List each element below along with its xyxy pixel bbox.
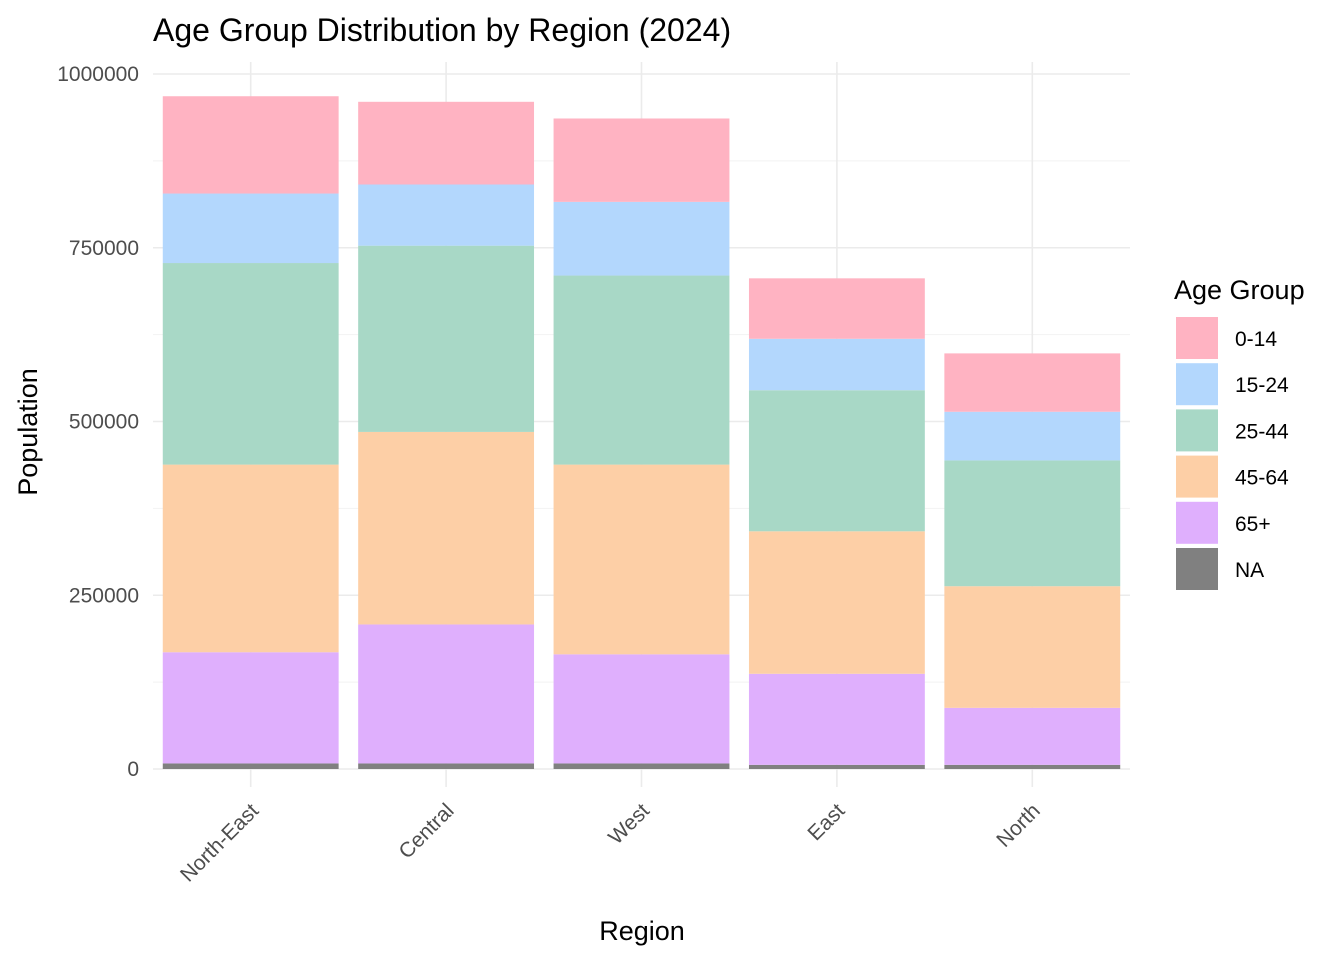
x-tick-label: East <box>803 799 849 845</box>
x-tick-label: West <box>604 799 654 849</box>
bar-segment-north-25-44 <box>944 460 1121 587</box>
bar-segment-east-0-14 <box>748 278 925 339</box>
legend-key-na <box>1176 548 1218 590</box>
bar-segment-west-45-64 <box>553 464 730 655</box>
y-axis: 0 250000 500000 750000 1000000 <box>57 63 139 781</box>
legend-label-0-14: 0-14 <box>1235 328 1277 351</box>
bar-segment-east-25-44 <box>748 390 925 532</box>
bar-segment-north-0-14 <box>944 353 1121 412</box>
bars <box>162 96 1121 769</box>
bar-segment-east-45-64 <box>748 531 925 674</box>
legend-title: Age Group <box>1174 275 1305 305</box>
x-tick-label: North <box>992 799 1045 852</box>
y-tick-label: 1000000 <box>57 63 139 86</box>
bar-segment-central-0-14 <box>358 101 535 185</box>
legend-key-65+ <box>1176 501 1218 544</box>
bar-segment-central-25-44 <box>358 245 535 432</box>
bar-segment-central-15-24 <box>358 184 535 246</box>
bar-segment-central-45-64 <box>358 431 535 625</box>
legend-label-25-44: 25-44 <box>1235 420 1289 443</box>
legend: Age Group 0-14 15-24 25-44 45-64 65+ NA <box>1174 275 1305 590</box>
bar-segment-central-na <box>358 763 535 769</box>
legend-label-na: NA <box>1235 559 1264 582</box>
legend-key-0-14 <box>1176 317 1218 359</box>
y-axis-title: Population <box>13 368 43 496</box>
x-axis: North-East Central West East North <box>176 799 1045 886</box>
bar-segment-north-65+ <box>944 707 1121 765</box>
bar-segment-west-15-24 <box>553 201 730 276</box>
legend-key-45-64 <box>1176 455 1218 498</box>
bar-segment-north-east-0-14 <box>162 96 339 194</box>
bar-segment-west-na <box>553 763 730 769</box>
legend-key-15-24 <box>1176 363 1218 406</box>
bar-segment-north-na <box>944 764 1121 769</box>
bar-segment-north-15-24 <box>944 411 1121 461</box>
y-tick-label: 250000 <box>69 584 139 607</box>
bar-segment-east-65+ <box>748 673 925 765</box>
bar-segment-north-east-25-44 <box>162 263 339 465</box>
bar-segment-central-65+ <box>358 624 535 764</box>
y-tick-label: 0 <box>127 758 139 781</box>
bar-segment-north-45-64 <box>944 586 1121 708</box>
x-tick-label: Central <box>394 799 458 863</box>
y-tick-label: 750000 <box>69 237 139 260</box>
y-tick-label: 500000 <box>69 411 139 434</box>
x-axis-title: Region <box>599 916 685 946</box>
bar-segment-west-65+ <box>553 654 730 764</box>
bar-segment-north-east-na <box>162 763 339 769</box>
bar-segment-east-na <box>748 764 925 769</box>
bar-segment-west-0-14 <box>553 118 730 202</box>
legend-label-65+: 65+ <box>1235 513 1271 536</box>
bar-segment-north-east-15-24 <box>162 193 339 264</box>
legend-key-25-44 <box>1176 409 1218 452</box>
bar-segment-north-east-45-64 <box>162 464 339 653</box>
chart-title: Age Group Distribution by Region (2024) <box>153 12 731 48</box>
x-tick-label: North-East <box>176 799 263 886</box>
legend-label-15-24: 15-24 <box>1235 374 1289 397</box>
bar-segment-east-15-24 <box>748 338 925 391</box>
bar-segment-west-25-44 <box>553 275 730 465</box>
bar-segment-north-east-65+ <box>162 652 339 764</box>
legend-label-45-64: 45-64 <box>1235 467 1289 490</box>
